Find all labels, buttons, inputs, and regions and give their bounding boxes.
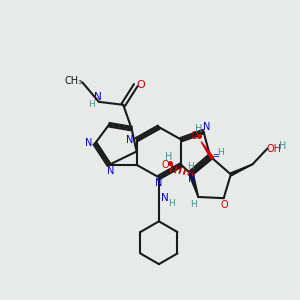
Text: H: H xyxy=(168,199,175,208)
Text: H: H xyxy=(195,124,202,134)
Text: N: N xyxy=(85,139,92,148)
Text: OH: OH xyxy=(266,143,281,154)
Text: N: N xyxy=(94,92,101,101)
Text: O: O xyxy=(137,80,146,90)
Text: H: H xyxy=(187,161,194,170)
Text: H: H xyxy=(218,148,224,158)
Text: N: N xyxy=(188,173,195,184)
Text: N: N xyxy=(203,122,210,132)
Polygon shape xyxy=(201,142,214,159)
Polygon shape xyxy=(189,173,198,197)
Text: N: N xyxy=(107,167,114,176)
Text: N: N xyxy=(155,178,163,188)
Text: H: H xyxy=(165,152,173,162)
Text: O: O xyxy=(161,160,169,170)
Text: H: H xyxy=(190,200,197,209)
Text: N: N xyxy=(161,193,169,202)
Text: H: H xyxy=(279,141,286,151)
Text: O: O xyxy=(221,200,228,210)
Text: H: H xyxy=(88,100,95,109)
Text: O: O xyxy=(191,131,198,141)
Text: =: = xyxy=(212,152,219,160)
Text: CH₃: CH₃ xyxy=(65,76,83,86)
Text: N: N xyxy=(126,135,134,145)
Polygon shape xyxy=(230,164,253,176)
